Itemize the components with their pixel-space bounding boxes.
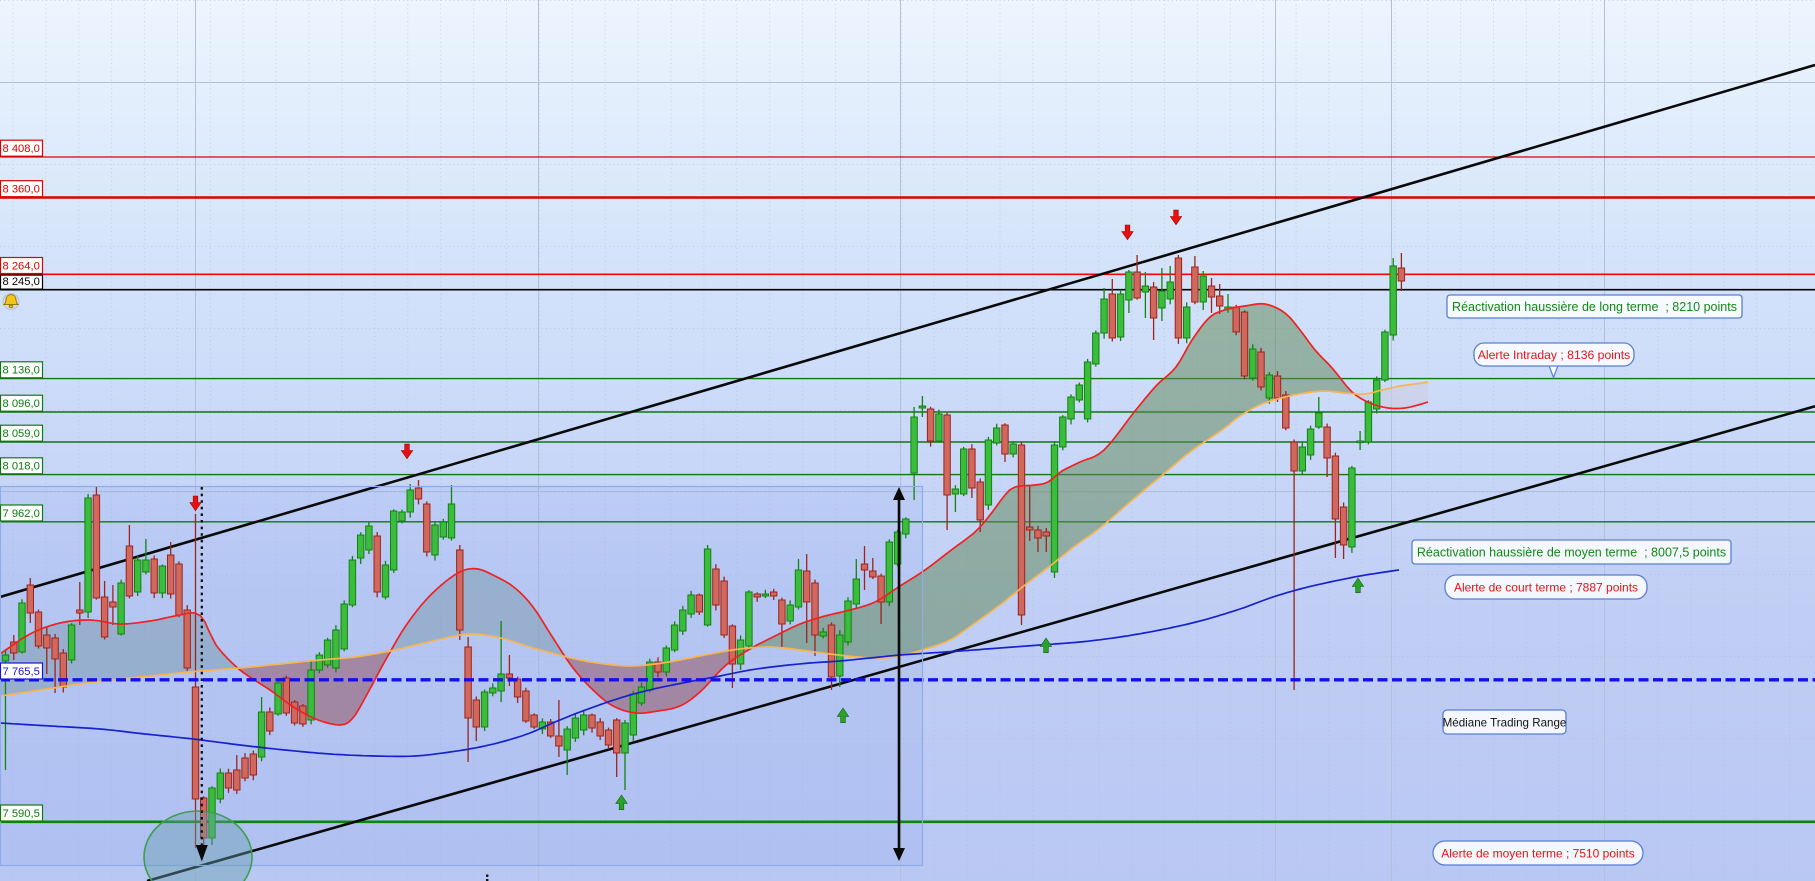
- svg-text:8 408,0: 8 408,0: [3, 143, 40, 155]
- svg-text:8 360,0: 8 360,0: [3, 184, 40, 196]
- svg-text:Alerte Intraday ; 8136 points: Alerte Intraday ; 8136 points: [1478, 348, 1630, 362]
- svg-text:Alerte de court terme ; 7887 p: Alerte de court terme ; 7887 points: [1454, 580, 1638, 594]
- svg-text:8 245,0: 8 245,0: [3, 276, 40, 288]
- svg-text:Alerte de moyen terme ; 7510 p: Alerte de moyen terme ; 7510 points: [1441, 846, 1634, 860]
- svg-text:8 018,0: 8 018,0: [3, 461, 40, 473]
- svg-text:7 962,0: 7 962,0: [3, 508, 40, 520]
- svg-text:8 059,0: 8 059,0: [3, 428, 40, 440]
- svg-text:8 136,0: 8 136,0: [3, 365, 40, 377]
- svg-text:7 590,5: 7 590,5: [3, 808, 40, 820]
- svg-text:8 096,0: 8 096,0: [3, 398, 40, 410]
- svg-text:Réactivation haussière de moye: Réactivation haussière de moyen terme ; …: [1417, 545, 1726, 559]
- svg-text:Réactivation haussière de long: Réactivation haussière de long terme ; 8…: [1452, 300, 1737, 314]
- svg-text:8 264,0: 8 264,0: [3, 260, 40, 272]
- svg-text:7 765,5: 7 765,5: [3, 666, 40, 678]
- svg-text:Médiane Trading Range: Médiane Trading Range: [1443, 716, 1567, 729]
